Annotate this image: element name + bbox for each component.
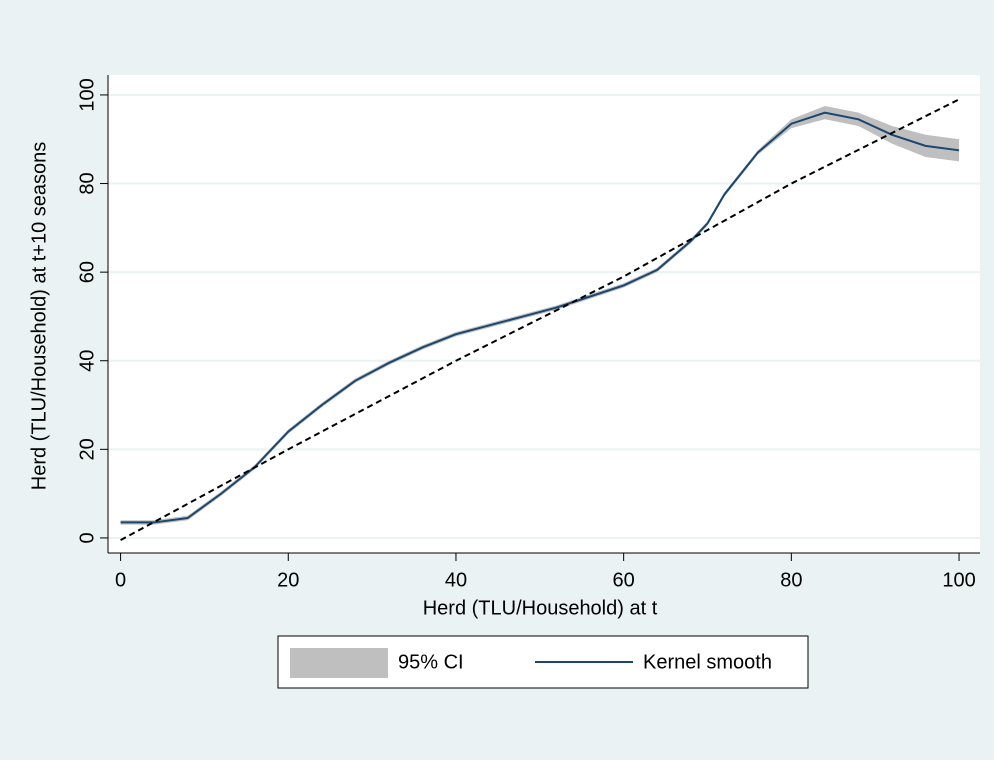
legend-label: 95% CI [398, 651, 464, 673]
legend-swatch [290, 648, 388, 678]
x-tick-label: 40 [445, 569, 467, 591]
x-tick-label: 100 [942, 569, 975, 591]
y-axis-title: Herd (TLU/Household) at t+10 seasons [28, 142, 50, 491]
y-tick-label: 100 [76, 78, 98, 111]
x-tick-label: 60 [613, 569, 635, 591]
plot-area [108, 75, 980, 553]
y-tick-label: 80 [76, 172, 98, 194]
reference-line [120, 98, 960, 542]
y-tick-label: 0 [76, 532, 98, 543]
y-tick-label: 20 [76, 438, 98, 460]
y-tick-label: 60 [76, 261, 98, 283]
x-tick-label: 20 [277, 569, 299, 591]
x-tick-label: 0 [115, 569, 126, 591]
x-tick-label: 80 [780, 569, 802, 591]
line [120, 111, 960, 524]
x-axis-title: Herd (TLU/Household) at t [423, 597, 658, 619]
legend-label: Kernel smooth [643, 651, 772, 673]
y-tick-label: 40 [76, 350, 98, 372]
